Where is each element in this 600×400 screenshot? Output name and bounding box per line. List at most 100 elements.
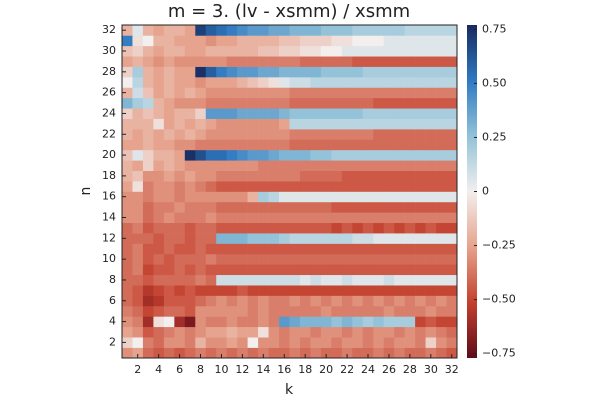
heatmap-cell xyxy=(205,222,217,234)
heatmap-cell xyxy=(163,35,175,47)
heatmap-cell xyxy=(268,160,280,171)
heatmap-cell xyxy=(425,243,437,255)
heatmap-cell xyxy=(132,212,144,224)
heatmap-cell xyxy=(216,66,227,78)
heatmap-cell xyxy=(174,264,186,276)
heatmap-cell xyxy=(132,326,144,338)
heatmap-cell xyxy=(289,253,301,265)
heatmap-cell xyxy=(310,191,322,203)
heatmap-cell xyxy=(184,337,196,348)
heatmap-cell xyxy=(216,191,227,203)
heatmap-cell xyxy=(436,285,447,296)
heatmap-cell xyxy=(142,285,154,296)
heatmap-cell xyxy=(142,45,154,57)
heatmap-cell xyxy=(258,264,269,276)
heatmap-cell xyxy=(268,191,280,203)
heatmap-cell xyxy=(132,253,144,265)
heatmap-cell xyxy=(394,305,405,317)
heatmap-cell xyxy=(279,326,290,338)
heatmap-cell xyxy=(195,77,207,88)
heatmap-cell xyxy=(226,305,238,317)
heatmap-cell xyxy=(174,347,186,359)
heatmap-cell xyxy=(237,118,248,130)
heatmap-cell xyxy=(436,170,447,182)
heatmap-cell xyxy=(446,274,458,286)
heatmap-cell xyxy=(446,129,458,140)
heatmap-cell xyxy=(258,108,269,119)
heatmap-cell xyxy=(122,295,133,307)
heatmap-cell xyxy=(383,108,395,119)
heatmap-cell xyxy=(153,118,165,130)
heatmap-cell xyxy=(404,25,416,36)
heatmap-cell xyxy=(195,129,207,140)
heatmap-cell xyxy=(383,316,395,328)
heatmap-cell xyxy=(436,274,447,286)
heatmap-cell xyxy=(122,35,133,47)
heatmap-cell xyxy=(205,347,217,359)
heatmap-cell xyxy=(153,326,165,338)
heatmap-cell xyxy=(331,139,343,151)
heatmap-cell xyxy=(268,118,280,130)
heatmap-cell xyxy=(226,25,238,36)
heatmap-cell xyxy=(142,87,154,99)
heatmap-cell xyxy=(320,347,332,359)
heatmap-cell xyxy=(163,25,175,36)
heatmap-cell xyxy=(279,108,290,119)
heatmap-cell xyxy=(237,347,248,359)
colorbar xyxy=(467,25,477,358)
heatmap-cell xyxy=(205,56,217,67)
heatmap-cell xyxy=(394,264,405,276)
heatmap-cell xyxy=(299,253,311,265)
heatmap-cell xyxy=(153,149,165,161)
heatmap-cell xyxy=(394,274,405,286)
heatmap-cell xyxy=(226,295,238,307)
heatmap-cell xyxy=(383,253,395,265)
heatmap-cell xyxy=(163,108,175,119)
heatmap-cell xyxy=(216,233,227,244)
heatmap-cell xyxy=(174,77,186,88)
heatmap-cell xyxy=(299,66,311,78)
heatmap-cell xyxy=(163,326,175,338)
heatmap-cell xyxy=(436,149,447,161)
heatmap-cell xyxy=(268,347,280,359)
heatmap-cell xyxy=(258,97,269,109)
heatmap-cell xyxy=(279,149,290,161)
heatmap-cell xyxy=(404,191,416,203)
heatmap-cell xyxy=(163,66,175,78)
heatmap-cell xyxy=(446,316,458,328)
heatmap-cell xyxy=(205,326,217,338)
x-tick-label: 10 xyxy=(214,363,228,376)
heatmap-cell xyxy=(383,285,395,296)
heatmap-cell xyxy=(226,326,238,338)
heatmap-cell xyxy=(132,56,144,67)
heatmap-cell xyxy=(352,149,364,161)
heatmap-cell xyxy=(383,149,395,161)
heatmap-cell xyxy=(258,233,269,244)
heatmap-cell xyxy=(142,253,154,265)
heatmap-cell xyxy=(132,285,144,296)
x-axis-label: k xyxy=(285,382,294,398)
heatmap-cell xyxy=(142,305,154,317)
heatmap-cell xyxy=(341,66,353,78)
heatmap-cell xyxy=(404,316,416,328)
heatmap-cell xyxy=(320,305,332,317)
heatmap-cell xyxy=(436,347,447,359)
heatmap-cell xyxy=(226,191,238,203)
heatmap-cell xyxy=(163,337,175,348)
heatmap-cell xyxy=(184,264,196,276)
heatmap-cell xyxy=(258,170,269,182)
heatmap-cell xyxy=(174,285,186,296)
heatmap-cell xyxy=(279,181,290,192)
heatmap-cell xyxy=(310,149,322,161)
heatmap-cell xyxy=(446,253,458,265)
heatmap-cell xyxy=(237,108,248,119)
heatmap-cell xyxy=(184,316,196,328)
heatmap-cell xyxy=(237,212,248,224)
heatmap-cell xyxy=(205,274,217,286)
heatmap-cell xyxy=(446,326,458,338)
heatmap-cell xyxy=(205,25,217,36)
heatmap-cell xyxy=(373,222,385,234)
heatmap-cell xyxy=(362,77,374,88)
heatmap-cell xyxy=(195,274,207,286)
heatmap-cell xyxy=(299,56,311,67)
